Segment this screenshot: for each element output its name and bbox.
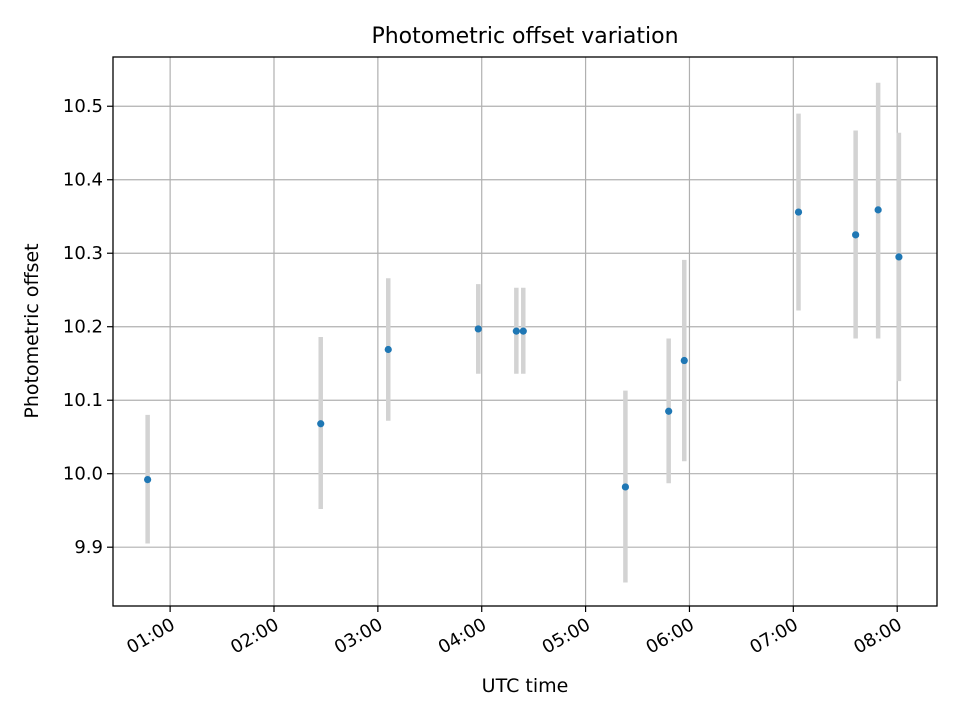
data-point xyxy=(874,206,882,214)
data-point xyxy=(852,231,860,239)
data-point xyxy=(794,208,803,216)
y-axis-label: Photometric offset xyxy=(21,243,43,418)
data-point xyxy=(621,483,630,491)
data-point xyxy=(317,420,325,428)
y-tick-label: 10.2 xyxy=(63,317,103,338)
data-point xyxy=(474,325,482,333)
y-tick-label: 10.4 xyxy=(63,170,103,191)
data-point xyxy=(665,407,673,415)
data-point xyxy=(384,345,392,354)
y-axis-ticks: 9.9 10.0 10.1 10.2 10.3 10.4 10.5 xyxy=(63,96,113,558)
data-point xyxy=(680,356,688,365)
y-tick-label: 10.3 xyxy=(63,243,103,264)
y-tick-label: 9.9 xyxy=(74,537,103,558)
y-tick-label: 10.5 xyxy=(63,96,103,117)
data-point xyxy=(144,475,152,484)
point-layer xyxy=(144,206,903,491)
data-point xyxy=(512,327,520,335)
y-tick-label: 10.1 xyxy=(63,390,103,411)
data-point xyxy=(519,327,527,335)
y-tick-label: 10.0 xyxy=(63,464,103,485)
plot-frame xyxy=(112,56,938,607)
chart-title: Photometric offset variation xyxy=(371,24,678,49)
x-axis-label: UTC time xyxy=(482,675,569,697)
data-point xyxy=(895,253,903,261)
